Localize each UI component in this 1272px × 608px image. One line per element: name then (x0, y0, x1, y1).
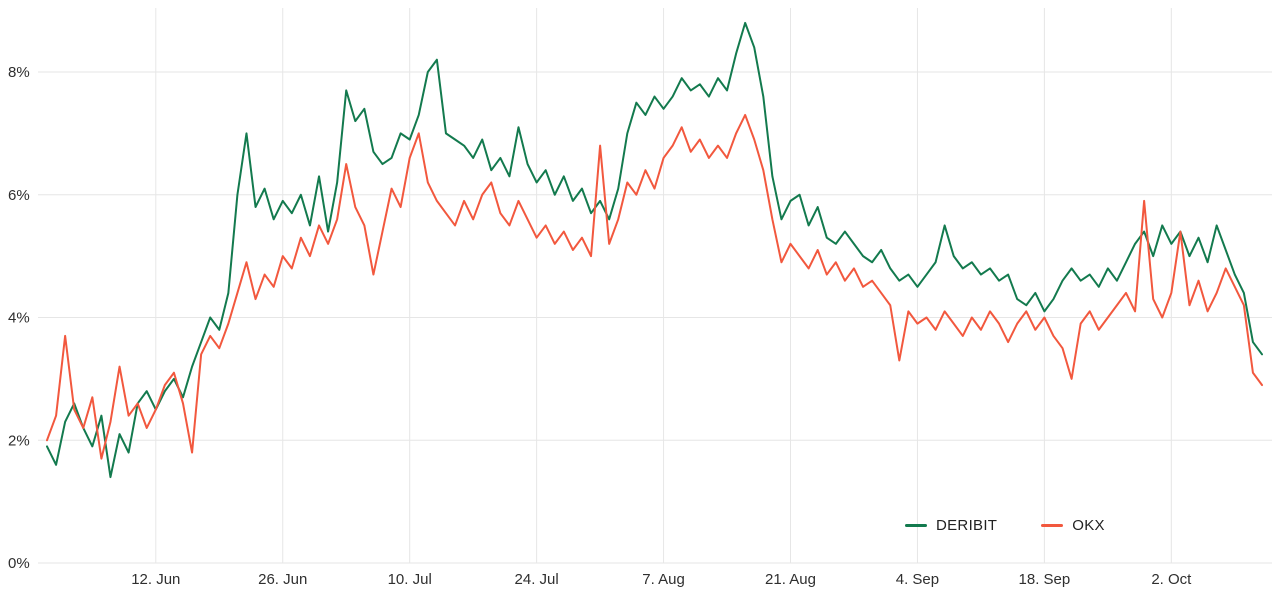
y-tick-label: 2% (8, 432, 30, 449)
x-tick-label: 18. Sep (1019, 571, 1071, 588)
y-tick-label: 8% (8, 64, 30, 81)
chart-legend: DERIBIT OKX (905, 517, 1105, 534)
y-tick-label: 6% (8, 187, 30, 204)
series-line-okx (46, 113, 1263, 460)
legend-label-deribit: DERIBIT (936, 517, 998, 534)
x-tick-label: 4. Sep (896, 571, 939, 588)
okx-line-swatch (1041, 524, 1064, 527)
legend-item-okx[interactable]: OKX (1041, 517, 1105, 534)
x-tick-label: 2. Oct (1151, 571, 1192, 588)
x-tick-label: 26. Jun (258, 571, 307, 588)
x-tick-label: 10. Jul (388, 571, 432, 588)
x-tick-label: 7. Aug (642, 571, 685, 588)
series-line-deribit (46, 21, 1263, 479)
legend-label-okx: OKX (1072, 517, 1105, 534)
y-tick-label: 4% (8, 310, 30, 327)
x-tick-label: 21. Aug (765, 571, 816, 588)
x-tick-label: 12. Jun (131, 571, 180, 588)
x-tick-label: 24. Jul (515, 571, 559, 588)
deribit-line-swatch (905, 524, 927, 527)
y-tick-label: 0% (8, 555, 30, 572)
legend-item-deribit[interactable]: DERIBIT (905, 517, 997, 534)
